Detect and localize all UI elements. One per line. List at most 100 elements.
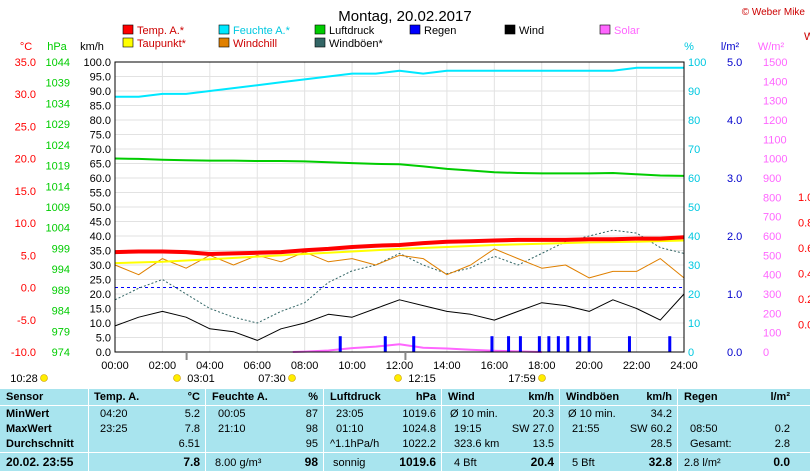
axis-units: °C hPa km/h% l/m² W/m² W (20, 31, 810, 53)
header-wind-unit: km/h (528, 391, 554, 403)
max-press-value: 1024.8 (402, 423, 436, 435)
stats-table: Sensor Temp. A. °C Feuchte A. % Luftdruc… (0, 389, 810, 471)
temp-tick-label: 20.0 (15, 154, 36, 166)
rain-bar (668, 336, 672, 352)
time-tick-label: 02:00 (149, 360, 177, 372)
humidity-tick-label: 90 (688, 86, 700, 98)
solar-tick-label: 1100 (763, 134, 787, 146)
rain-bar (412, 336, 416, 352)
max-rain-time: 08:50 (690, 423, 718, 435)
pressure-tick-label: 1034 (46, 98, 70, 110)
row-label-avg: Durchschnitt (6, 438, 74, 450)
header-temp-unit: °C (187, 391, 200, 403)
min-wind-time: Ø 10 min. (450, 408, 498, 420)
series-line-luftdruck (114, 157, 685, 177)
legend-swatch (218, 24, 230, 35)
min-press-time: 23:05 (336, 408, 364, 420)
wind-tick-label: 100.0 (83, 57, 111, 69)
header-gust-unit: km/h (646, 391, 672, 403)
rain-tick-label: 4.0 (727, 115, 742, 127)
wind-tick-label: 20.0 (90, 289, 111, 301)
wind-tick-label: 80.0 (90, 115, 111, 127)
wind-tick-label: 40.0 (90, 231, 111, 243)
solar-tick-label: 0 (763, 347, 769, 359)
series-line-solar (292, 343, 542, 353)
series-line-taupunkt (114, 239, 685, 265)
temp-tick-label: 15.0 (15, 186, 36, 198)
col-sep (88, 389, 89, 471)
legend-label: Temp. A.* (137, 25, 185, 37)
pressure-tick-label: 1009 (46, 202, 70, 214)
avg-wind-distance: 323.6 km (454, 438, 500, 450)
temp-tick-label: 5.0 (21, 250, 36, 262)
legend: Temp. A.* Feuchte A.* Luftdruck Regen Wind So… (122, 24, 640, 50)
header-wind: Wind (448, 391, 475, 403)
humidity-tick-label: 60 (688, 173, 700, 185)
pressure-tick-label: 1004 (46, 223, 70, 235)
temp-tick-label: 35.0 (15, 57, 36, 69)
solar-tick-label: 600 (763, 231, 781, 243)
series-line-wind (114, 293, 685, 341)
max-temp-value: 7.8 (184, 423, 200, 435)
legend-swatch (409, 24, 421, 35)
current-sky: sonnig (333, 457, 366, 469)
extra-tick-label: 0.40 (798, 269, 810, 281)
moon-icon (173, 374, 181, 382)
time-markers: 10:28 03:01 07:30 12:15 17:59 (10, 352, 546, 385)
legend-swatch (314, 37, 326, 48)
current-abs-humidity: 8.00 g/m³ (215, 457, 262, 469)
pressure-tick-label: 1024 (46, 140, 70, 152)
temp-tick-label: 10.0 (15, 218, 36, 230)
pressure-tick-label: 974 (52, 347, 70, 359)
current-temp: 7.8 (183, 455, 200, 469)
max-wind-time: 19:15 (454, 423, 482, 435)
time-marker-label: 03:01 (187, 373, 215, 385)
time-tick-label: 12:00 (386, 360, 414, 372)
wind-tick-label: 75.0 (90, 130, 111, 142)
min-temp-time: 04:20 (100, 408, 128, 420)
solar-tick-label: 1200 (763, 115, 787, 127)
pressure-axis-unit: hPa (47, 41, 67, 53)
time-tick-label: 04:00 (196, 360, 224, 372)
max-hum-value: 98 (305, 423, 318, 435)
solar-tick-label: 100 (763, 328, 781, 340)
min-hum-time: 00:05 (218, 408, 246, 420)
rain-bar (547, 336, 551, 352)
legend-swatch (504, 24, 516, 35)
col-sep (677, 389, 678, 471)
max-press-time: 01:10 (336, 423, 364, 435)
min-wind-value: 20.3 (532, 408, 554, 420)
avg-hum-value: 95 (305, 438, 318, 450)
solar-tick-label: 1500 (763, 57, 787, 69)
wind-tick-label: 85.0 (90, 101, 111, 113)
wind-tick-label: 0.0 (96, 347, 111, 359)
chart-title: Montag, 20.02.2017 (338, 8, 471, 25)
wind-tick-label: 25.0 (90, 275, 111, 287)
solar-tick-label: 1000 (763, 154, 787, 166)
current-humidity: 98 (304, 455, 318, 469)
min-press-value: 1019.6 (402, 408, 436, 420)
avg-temp-value: 6.51 (178, 438, 200, 450)
min-gust-time: Ø 10 min. (568, 408, 616, 420)
pressure-tick-label: 1029 (46, 119, 70, 131)
header-temp: Temp. A. (94, 391, 140, 403)
current-wind-bft: 4 Bft (454, 457, 477, 469)
temp-axis-unit: °C (20, 41, 32, 53)
rain-bar (537, 336, 541, 352)
col-sep (441, 389, 442, 471)
col-sep (205, 389, 206, 471)
extra-axis-unit: W (804, 31, 810, 43)
solar-tick-label: 900 (763, 173, 781, 185)
rain-bar (556, 336, 560, 352)
solar-axis-unit: W/m² (758, 41, 785, 53)
rain-tick-label: 2.0 (727, 231, 742, 243)
pressure-tick-label: 1039 (46, 78, 70, 90)
rain-axis-unit: l/m² (721, 41, 740, 53)
avg-wind-value: 13.5 (532, 438, 554, 450)
time-tick-label: 22:00 (623, 360, 651, 372)
legend-label: Regen (424, 25, 456, 37)
legend-swatch (218, 37, 230, 48)
sun-icon (288, 374, 296, 382)
wind-tick-label: 60.0 (90, 173, 111, 185)
rain-bar (627, 336, 631, 352)
